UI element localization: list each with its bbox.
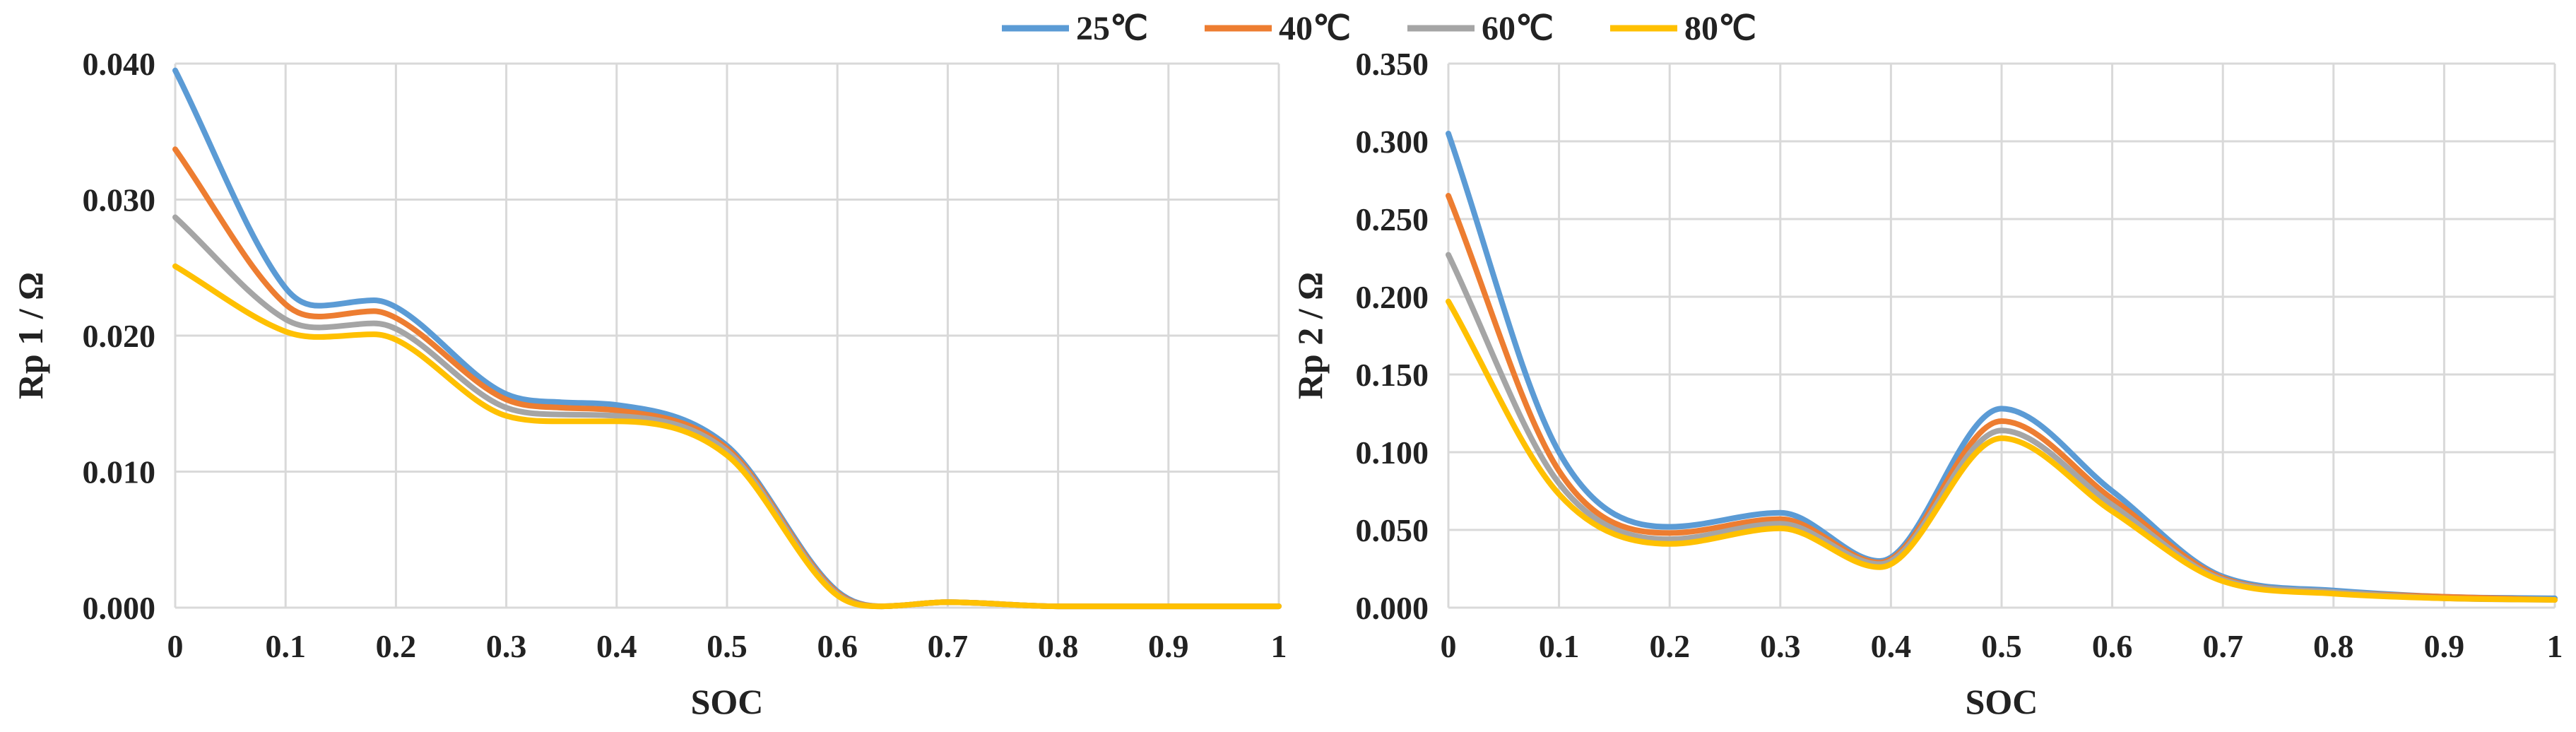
- y-tick-label: 0.000: [1356, 590, 1429, 626]
- y-axis-title: Rp 2 / Ω: [1290, 272, 1330, 399]
- y-tick-label: 0.250: [1356, 201, 1429, 237]
- legend-label: 40℃: [1279, 10, 1351, 47]
- y-tick-label: 0.000: [83, 590, 156, 626]
- chart-rp2: 0.000 0.050 0.100 0.150 0.200 0.250 0.300 0.350…: [1290, 46, 2563, 721]
- legend-item: 25℃: [1002, 10, 1148, 47]
- legend-label: 80℃: [1684, 10, 1756, 47]
- x-tick-label: 0.2: [376, 628, 417, 664]
- x-tick-label: 0.3: [1760, 628, 1801, 664]
- x-tick-label: 0.2: [1649, 628, 1690, 664]
- y-tick-label: 0.150: [1356, 357, 1429, 393]
- x-tick-label: 0.5: [1981, 628, 2022, 664]
- x-tick-label: 0.1: [1539, 628, 1580, 664]
- x-tick-label: 0.1: [265, 628, 306, 664]
- y-tick-label: 0.200: [1356, 279, 1429, 315]
- series-line-80c: [1446, 298, 2558, 603]
- y-axis-title: Rp 1 / Ω: [11, 272, 50, 399]
- chart-rp1: 0.000 0.010 0.020 0.030 0.040 0 0.1 0.2 0.3 0.4 0.…: [11, 46, 1287, 721]
- x-tick-label: 0.9: [1148, 628, 1189, 664]
- legend-item: 60℃: [1407, 10, 1554, 47]
- x-tick-label: 1: [2547, 628, 2563, 664]
- legend-label: 25℃: [1076, 10, 1148, 47]
- series-line-80c: [172, 263, 1282, 610]
- y-tick-label: 0.350: [1356, 46, 1429, 82]
- y-tick-label: 0.030: [83, 182, 156, 218]
- legend-label: 60℃: [1482, 10, 1554, 47]
- x-tick-label: 0.6: [817, 628, 858, 664]
- x-axis-title: SOC: [691, 682, 764, 721]
- x-tick-label: 0.4: [1871, 628, 1912, 664]
- y-tick-label: 0.010: [83, 454, 156, 490]
- legend-item: 40℃: [1205, 10, 1351, 47]
- x-tick-label: 0.3: [486, 628, 527, 664]
- y-tick-label: 0.020: [83, 318, 156, 354]
- x-tick-label: 0.5: [707, 628, 748, 664]
- gridlines: [174, 62, 1280, 609]
- x-axis-title: SOC: [1966, 682, 2038, 721]
- y-tick-label: 0.100: [1356, 435, 1429, 471]
- legend: 25℃ 40℃ 60℃ 80℃: [1002, 10, 1756, 47]
- gridlines: [1447, 62, 2556, 609]
- legend-item: 80℃: [1610, 10, 1756, 47]
- y-tick-label: 0.040: [83, 46, 156, 82]
- x-tick-label: 0.9: [2424, 628, 2465, 664]
- x-tick-label: 0.8: [1038, 628, 1079, 664]
- x-tick-label: 0: [1441, 628, 1457, 664]
- x-tick-label: 0.8: [2313, 628, 2354, 664]
- x-tick-label: 0.6: [2092, 628, 2133, 664]
- x-tick-label: 0: [167, 628, 184, 664]
- y-tick-label: 0.050: [1356, 512, 1429, 548]
- x-tick-label: 1: [1271, 628, 1287, 664]
- x-tick-label: 0.4: [596, 628, 637, 664]
- y-tick-label: 0.300: [1356, 124, 1429, 160]
- x-tick-label: 0.7: [2202, 628, 2243, 664]
- x-tick-label: 0.7: [928, 628, 969, 664]
